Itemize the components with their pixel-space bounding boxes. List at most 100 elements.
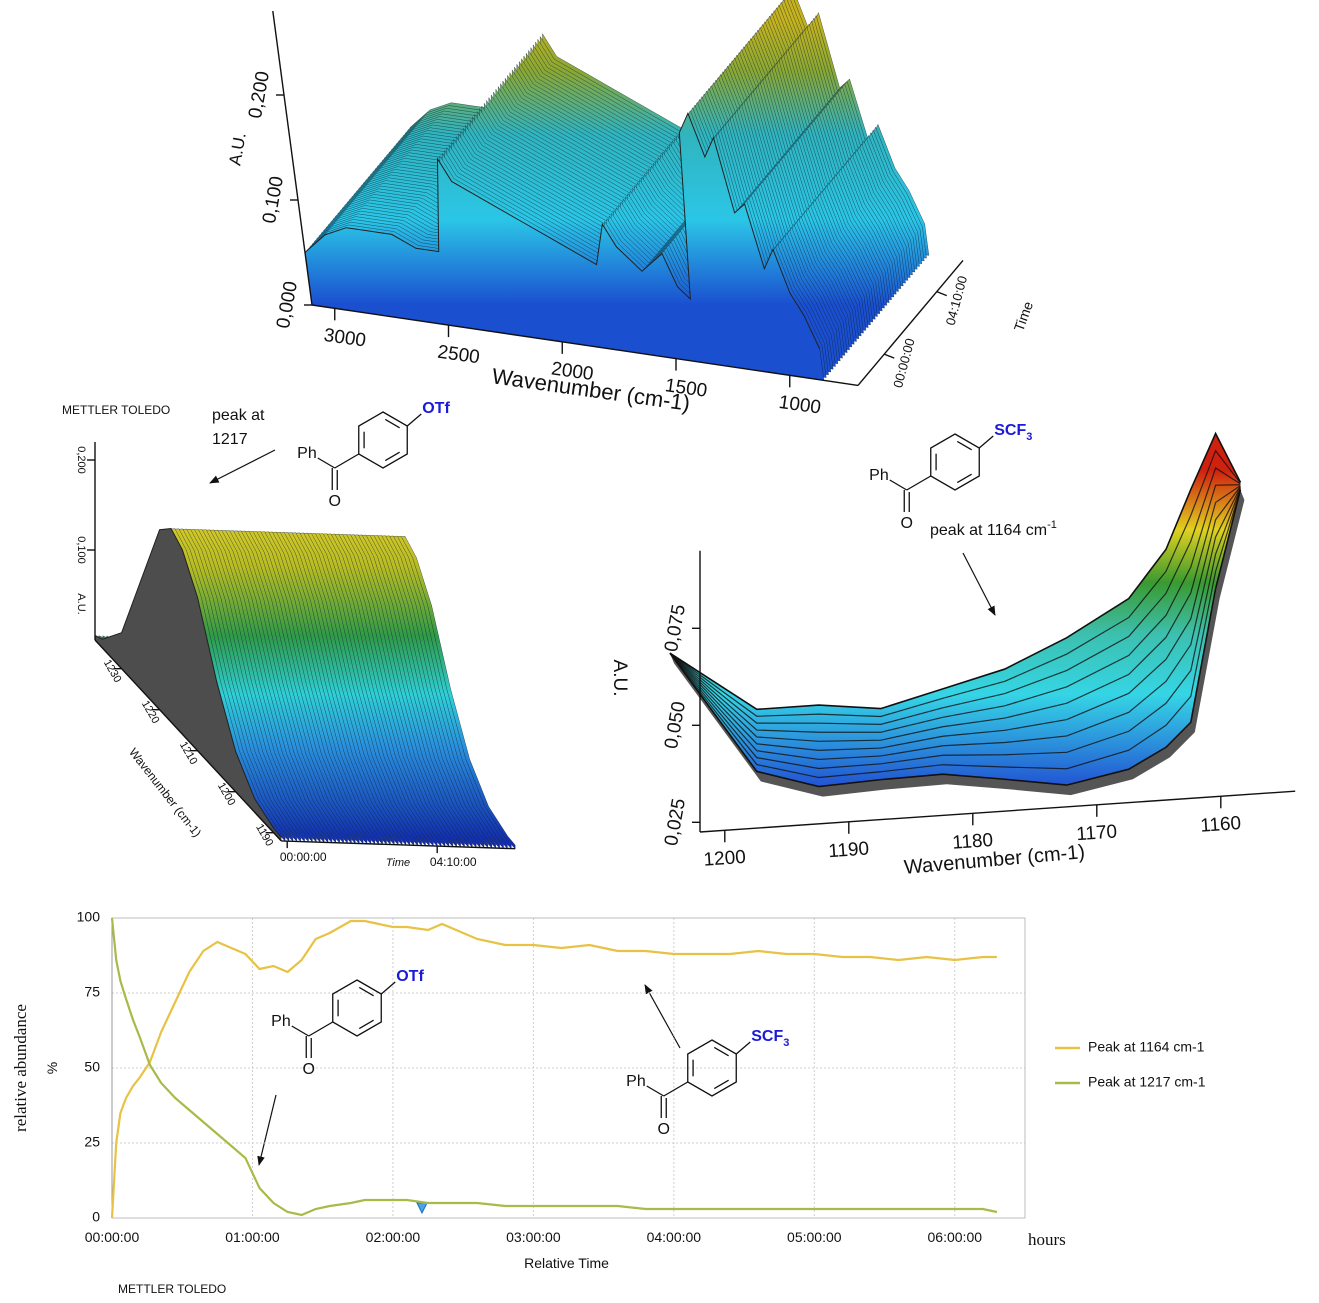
- double-bond: [713, 1079, 729, 1090]
- x-tick-label: 05:00:00: [787, 1229, 842, 1245]
- legend-label: Peak at 1217 cm-1: [1088, 1074, 1206, 1090]
- surface-contour: [669, 486, 1241, 751]
- substituent-label: SCF3: [994, 422, 1032, 443]
- annotation-main: peak at 1164 cm: [930, 522, 1047, 539]
- surface-contour: [669, 484, 1241, 733]
- benzene-ring: [358, 411, 408, 469]
- y-tick-label: 25: [84, 1134, 100, 1150]
- substituent-label: OTf: [422, 400, 450, 417]
- bond: [663, 1081, 689, 1097]
- oxygen-label: O: [329, 493, 341, 510]
- bond: [308, 1021, 334, 1037]
- double-bond: [358, 986, 374, 997]
- x-axis: [699, 790, 1296, 833]
- legend-label: Peak at 1164 cm-1: [1088, 1039, 1205, 1055]
- x-axis: [94, 639, 282, 842]
- double-bond: [358, 1019, 374, 1030]
- phenyl-label: Ph: [869, 467, 889, 484]
- y-tick-label: 0,200: [75, 446, 87, 474]
- surface-contour: [669, 467, 1241, 725]
- double-bond: [384, 451, 400, 462]
- z-tick-label: 04:10:00: [430, 855, 477, 869]
- z-axis-title: Time: [1011, 299, 1037, 333]
- double-bond: [384, 418, 400, 429]
- x-tick-label: 3000: [322, 325, 367, 352]
- y-tick-label: 0,200: [245, 70, 274, 120]
- bond: [334, 453, 360, 469]
- x-tick-label: 04:00:00: [647, 1229, 702, 1245]
- substituent-sub: 3: [1026, 431, 1032, 443]
- surface-contour: [669, 449, 1241, 718]
- bond: [380, 981, 396, 995]
- substituent-label: SCF3: [751, 1028, 789, 1049]
- x-tick-label: 1160: [1200, 813, 1242, 837]
- spectrum-line: [669, 489, 1242, 788]
- event-marker: [416, 1202, 428, 1215]
- substituent-main: SCF: [751, 1028, 783, 1045]
- x-axis-title: Wavenumber (cm-1): [903, 841, 1086, 879]
- y-tick-label: 0,100: [259, 175, 288, 225]
- spectrum-line: [669, 431, 1242, 711]
- arrow: [257, 1094, 277, 1166]
- bond: [735, 1041, 751, 1055]
- x-tick-label: 02:00:00: [366, 1229, 421, 1245]
- x-tick-label: 1170: [1076, 821, 1118, 845]
- y-tick-label: 50: [84, 1059, 100, 1075]
- x-axis-title: Relative Time: [524, 1255, 609, 1271]
- annotation: peak at 1164 cm-1: [930, 519, 1057, 539]
- annotation-sup: -1: [1047, 519, 1057, 531]
- x-tick-label: 1180: [952, 830, 994, 854]
- brand: METTLER TOLEDO: [118, 1282, 226, 1296]
- z-tick: [936, 291, 948, 297]
- bond: [906, 475, 932, 491]
- bond: [978, 435, 994, 449]
- bond: [646, 1085, 665, 1097]
- y-tick-label: 0,075: [661, 603, 690, 653]
- arrow: [644, 984, 681, 1049]
- bond: [291, 1025, 310, 1037]
- z-tick-label: 00:00:00: [280, 850, 327, 864]
- double-bond: [713, 1046, 729, 1057]
- z-tick-label: 00:00:00: [890, 337, 918, 390]
- bond: [406, 413, 422, 427]
- z-axis: [857, 259, 964, 386]
- oxygen-label: O: [658, 1121, 670, 1138]
- double-bond: [956, 440, 972, 451]
- x-tick-label: 1000: [777, 392, 822, 419]
- y-axis-title: A.U.: [225, 131, 249, 167]
- surface: [670, 433, 1241, 787]
- substituent-sub: 3: [783, 1037, 789, 1049]
- benzene-ring: [930, 433, 980, 491]
- spectrum-line: [304, 111, 821, 350]
- surface-contour: [669, 488, 1241, 770]
- surface-contour: [669, 488, 1241, 779]
- z-axis: [281, 840, 516, 850]
- z-axis-title: Time: [386, 857, 410, 869]
- z-tick-label: 04:10:00: [943, 274, 971, 327]
- bond: [889, 479, 908, 491]
- bond: [317, 457, 336, 469]
- phenyl-label: Ph: [297, 445, 317, 462]
- y-tick-label: 0,025: [661, 797, 690, 847]
- brand: METTLER TOLEDO: [62, 403, 170, 417]
- x-axis: [311, 304, 859, 387]
- x-tick-label: 2500: [436, 342, 481, 369]
- data-line: [110, 917, 998, 1217]
- x-tick-label: 00:00:00: [85, 1229, 140, 1245]
- oxygen-label: O: [901, 515, 913, 532]
- substituent-label: OTf: [396, 968, 424, 985]
- arrow: [962, 552, 996, 616]
- x-tick-label: 1200: [703, 847, 747, 871]
- substituent-main: OTf: [396, 968, 424, 985]
- substituent-main: SCF: [994, 422, 1026, 439]
- y-tick-label: 0,000: [273, 280, 302, 330]
- annotation: 1217: [212, 431, 248, 448]
- surface-contour: [669, 487, 1241, 761]
- annotation: peak at: [212, 407, 265, 424]
- y-axis-title: relative abundance: [11, 1004, 30, 1132]
- phenyl-label: Ph: [271, 1013, 291, 1030]
- x-tick-label: 06:00:00: [928, 1229, 983, 1245]
- y-axis-title: A.U.: [75, 593, 87, 614]
- surface-contour: [669, 485, 1241, 742]
